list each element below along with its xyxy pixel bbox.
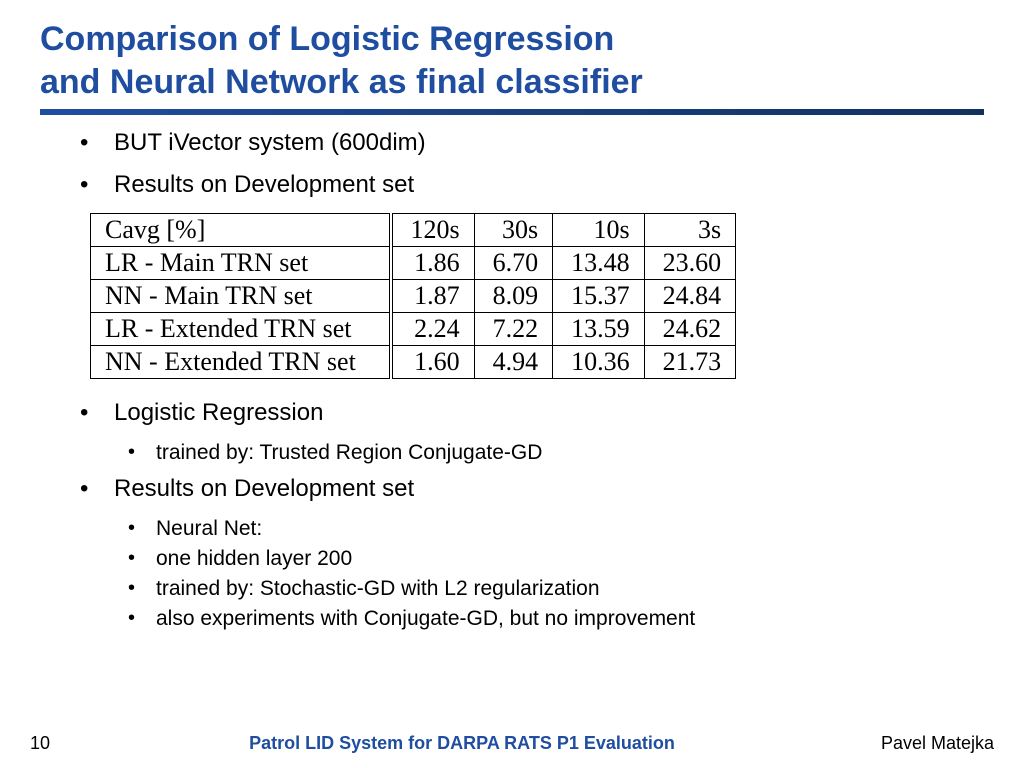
sub-bullet-item: trained by: Stochastic-GD with L2 regula… bbox=[146, 577, 964, 601]
cell: 7.22 bbox=[474, 313, 553, 346]
table-header-label: Cavg [%] bbox=[91, 214, 391, 247]
cell: 1.87 bbox=[391, 280, 475, 313]
row-label: NN - Extended TRN set bbox=[91, 346, 391, 379]
section-results-dev: Results on Development set Neural Net: o… bbox=[60, 475, 964, 631]
section-heading: Results on Development set bbox=[100, 475, 964, 503]
section-heading-list: Results on Development set bbox=[60, 475, 964, 503]
section-heading: Logistic Regression bbox=[100, 399, 964, 427]
table-col-header: 10s bbox=[553, 214, 645, 247]
table-col-header: 120s bbox=[391, 214, 475, 247]
bullet-item: Results on Development set bbox=[100, 171, 964, 199]
slide-footer: 10 Patrol LID System for DARPA RATS P1 E… bbox=[0, 733, 1024, 754]
slide-title: Comparison of Logistic Regression and Ne… bbox=[40, 18, 984, 103]
cell: 1.86 bbox=[391, 247, 475, 280]
cell: 13.59 bbox=[553, 313, 645, 346]
section-heading-list: Logistic Regression bbox=[60, 399, 964, 427]
cell: 24.62 bbox=[644, 313, 736, 346]
title-area: Comparison of Logistic Regression and Ne… bbox=[0, 0, 1024, 115]
table-col-header: 3s bbox=[644, 214, 736, 247]
cell: 23.60 bbox=[644, 247, 736, 280]
row-label: NN - Main TRN set bbox=[91, 280, 391, 313]
content-area: BUT iVector system (600dim) Results on D… bbox=[0, 115, 1024, 631]
title-line-2: and Neural Network as final classifier bbox=[40, 63, 643, 101]
table-row: LR - Extended TRN set 2.24 7.22 13.59 24… bbox=[91, 313, 736, 346]
results-table-wrap: Cavg [%] 120s 30s 10s 3s LR - Main TRN s… bbox=[90, 213, 964, 379]
footer-author: Pavel Matejka bbox=[814, 733, 994, 754]
cell: 15.37 bbox=[553, 280, 645, 313]
cell: 21.73 bbox=[644, 346, 736, 379]
cell: 2.24 bbox=[391, 313, 475, 346]
sub-bullet-list: trained by: Trusted Region Conjugate-GD bbox=[100, 441, 964, 465]
table-col-header: 30s bbox=[474, 214, 553, 247]
cell: 8.09 bbox=[474, 280, 553, 313]
table-header-row: Cavg [%] 120s 30s 10s 3s bbox=[91, 214, 736, 247]
page-number: 10 bbox=[30, 733, 110, 754]
cell: 4.94 bbox=[474, 346, 553, 379]
cell: 24.84 bbox=[644, 280, 736, 313]
table-row: LR - Main TRN set 1.86 6.70 13.48 23.60 bbox=[91, 247, 736, 280]
bullet-item: BUT iVector system (600dim) bbox=[100, 129, 964, 157]
sub-bullet-item: one hidden layer 200 bbox=[146, 547, 964, 571]
table-row: NN - Main TRN set 1.87 8.09 15.37 24.84 bbox=[91, 280, 736, 313]
sub-bullet-item: Neural Net: bbox=[146, 517, 964, 541]
row-label: LR - Main TRN set bbox=[91, 247, 391, 280]
top-bullet-list: BUT iVector system (600dim) Results on D… bbox=[60, 129, 964, 199]
sub-bullet-list: Neural Net: one hidden layer 200 trained… bbox=[100, 517, 964, 631]
sub-bullet-item: trained by: Trusted Region Conjugate-GD bbox=[146, 441, 964, 465]
results-table: Cavg [%] 120s 30s 10s 3s LR - Main TRN s… bbox=[90, 213, 736, 379]
table-row: NN - Extended TRN set 1.60 4.94 10.36 21… bbox=[91, 346, 736, 379]
section-logistic-regression: Logistic Regression trained by: Trusted … bbox=[60, 399, 964, 465]
cell: 1.60 bbox=[391, 346, 475, 379]
title-line-1: Comparison of Logistic Regression bbox=[40, 20, 614, 58]
cell: 13.48 bbox=[553, 247, 645, 280]
sub-bullet-item: also experiments with Conjugate-GD, but … bbox=[146, 607, 964, 631]
cell: 10.36 bbox=[553, 346, 645, 379]
footer-title: Patrol LID System for DARPA RATS P1 Eval… bbox=[110, 733, 814, 754]
row-label: LR - Extended TRN set bbox=[91, 313, 391, 346]
cell: 6.70 bbox=[474, 247, 553, 280]
